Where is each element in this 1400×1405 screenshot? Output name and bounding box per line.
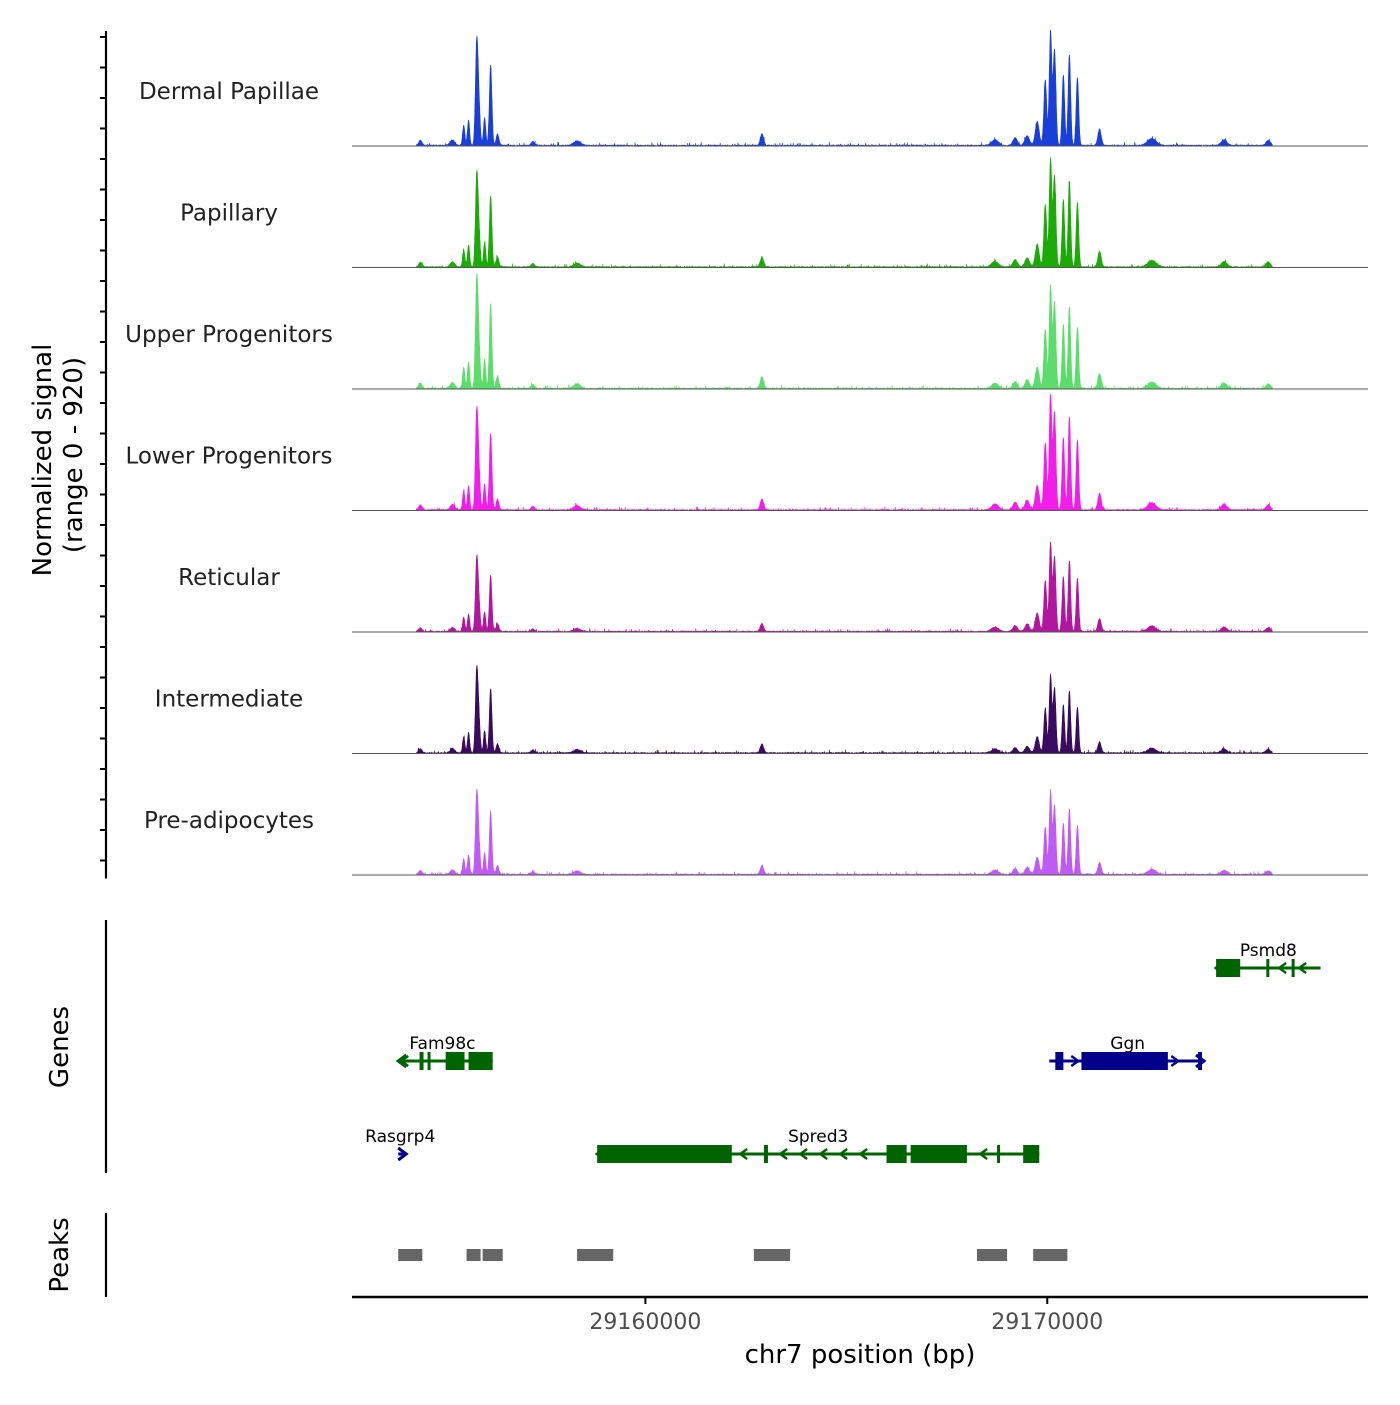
exon-spred3: [910, 1145, 967, 1163]
peak-region: [398, 1249, 423, 1261]
exon-spred3: [597, 1145, 732, 1163]
exon-spred3: [886, 1145, 907, 1163]
genes-y-axis-label: Genes: [45, 1006, 75, 1088]
exon-psmd8: [1216, 959, 1241, 977]
coverage-area-dermal-papillae: [416, 29, 1273, 148]
peaks-y-axis-label: Peaks: [45, 1217, 75, 1292]
exon-fam98c: [419, 1052, 424, 1070]
exon-ggn: [1055, 1052, 1064, 1070]
track-label-upper-progenitors: Upper Progenitors: [125, 322, 333, 348]
gene-fam98c: Fam98c: [395, 1034, 493, 1070]
strand-arrow-rasgrp4: [397, 1146, 409, 1162]
peak-region: [577, 1249, 614, 1261]
gene-ggn: Ggn: [1049, 1034, 1207, 1070]
strand-arrow-psmd8: [1297, 962, 1307, 974]
strand-arrow-spred3: [778, 1148, 788, 1160]
x-axis: 29160000 29170000: [352, 1295, 1368, 1335]
strand-arrow-spred3: [838, 1148, 848, 1160]
strand-arrow-psmd8: [1277, 962, 1287, 974]
x-axis-title: chr7 position (bp): [745, 1340, 976, 1370]
strand-arrow-fam98c: [395, 1053, 408, 1069]
peak-region: [753, 1249, 791, 1261]
strand-arrow-ggn: [1070, 1055, 1081, 1067]
strand-arrow-spred3: [978, 1148, 988, 1160]
exon-spred3: [763, 1145, 768, 1163]
track-label-papillary: Papillary: [180, 201, 278, 227]
x-tick-label: 29160000: [589, 1310, 701, 1335]
exon-fam98c: [445, 1052, 465, 1070]
coverage-area-reticular: [416, 541, 1273, 634]
coverage-area-lower-progenitors: [416, 394, 1273, 512]
coverage-area-papillary: [416, 157, 1273, 269]
exon-spred3: [997, 1145, 1001, 1163]
track-label-intermediate: Intermediate: [155, 687, 303, 713]
gene-psmd8: Psmd8: [1213, 941, 1321, 977]
track-label-lower-progenitors: Lower Progenitors: [126, 444, 333, 470]
peak-region: [482, 1249, 503, 1261]
peak-region: [466, 1249, 481, 1261]
track-label-reticular: Reticular: [178, 565, 280, 591]
coverage-area-intermediate: [416, 664, 1273, 755]
strand-arrow-ggn: [1170, 1055, 1181, 1067]
x-tick-label: 29170000: [991, 1310, 1103, 1335]
coverage-area-pre-adipocytes: [416, 788, 1273, 877]
exon-spred3: [1023, 1145, 1040, 1163]
strand-arrow-fam98c: [399, 1055, 409, 1067]
coverage-y-axis-label: Normalized signal: [28, 344, 58, 577]
gene-label-fam98c: Fam98c: [409, 1034, 475, 1054]
strand-arrow-spred3: [818, 1148, 828, 1160]
gene-label-psmd8: Psmd8: [1240, 941, 1297, 961]
track-label-dermal-papillae: Dermal Papillae: [139, 79, 319, 105]
gene-spred3: Spred3: [594, 1127, 1040, 1163]
gene-label-ggn: Ggn: [1110, 1034, 1145, 1054]
coverage-y-axis-label-range: (range 0 - 920): [59, 357, 89, 553]
peak-region: [976, 1249, 1008, 1261]
coverage-panel: Dermal Papillae Papillary Upper Progenitor…: [100, 29, 1368, 879]
track-label-pre-adipocytes: Pre-adipocytes: [144, 808, 314, 834]
gene-label-spred3: Spred3: [788, 1127, 848, 1147]
strand-arrow-spred3: [738, 1148, 748, 1160]
exon-psmd8: [1266, 959, 1270, 977]
strand-arrow-spred3: [858, 1148, 868, 1160]
genes-panel: Psmd8 Fam98c Ggn Rasgrp4 Spred3: [104, 920, 1321, 1173]
exon-fam98c: [468, 1052, 493, 1070]
coverage-area-upper-progenitors: [416, 273, 1273, 391]
exon-ggn: [1081, 1052, 1168, 1070]
peaks-panel: [104, 1213, 1068, 1297]
strand-arrow-spred3: [798, 1148, 808, 1160]
peak-region: [1033, 1249, 1068, 1261]
gene-rasgrp4: Rasgrp4: [365, 1127, 435, 1162]
gene-label-rasgrp4: Rasgrp4: [365, 1127, 435, 1147]
exon-ggn: [1197, 1052, 1203, 1070]
exon-fam98c: [427, 1052, 431, 1070]
exon-psmd8: [1291, 959, 1295, 977]
